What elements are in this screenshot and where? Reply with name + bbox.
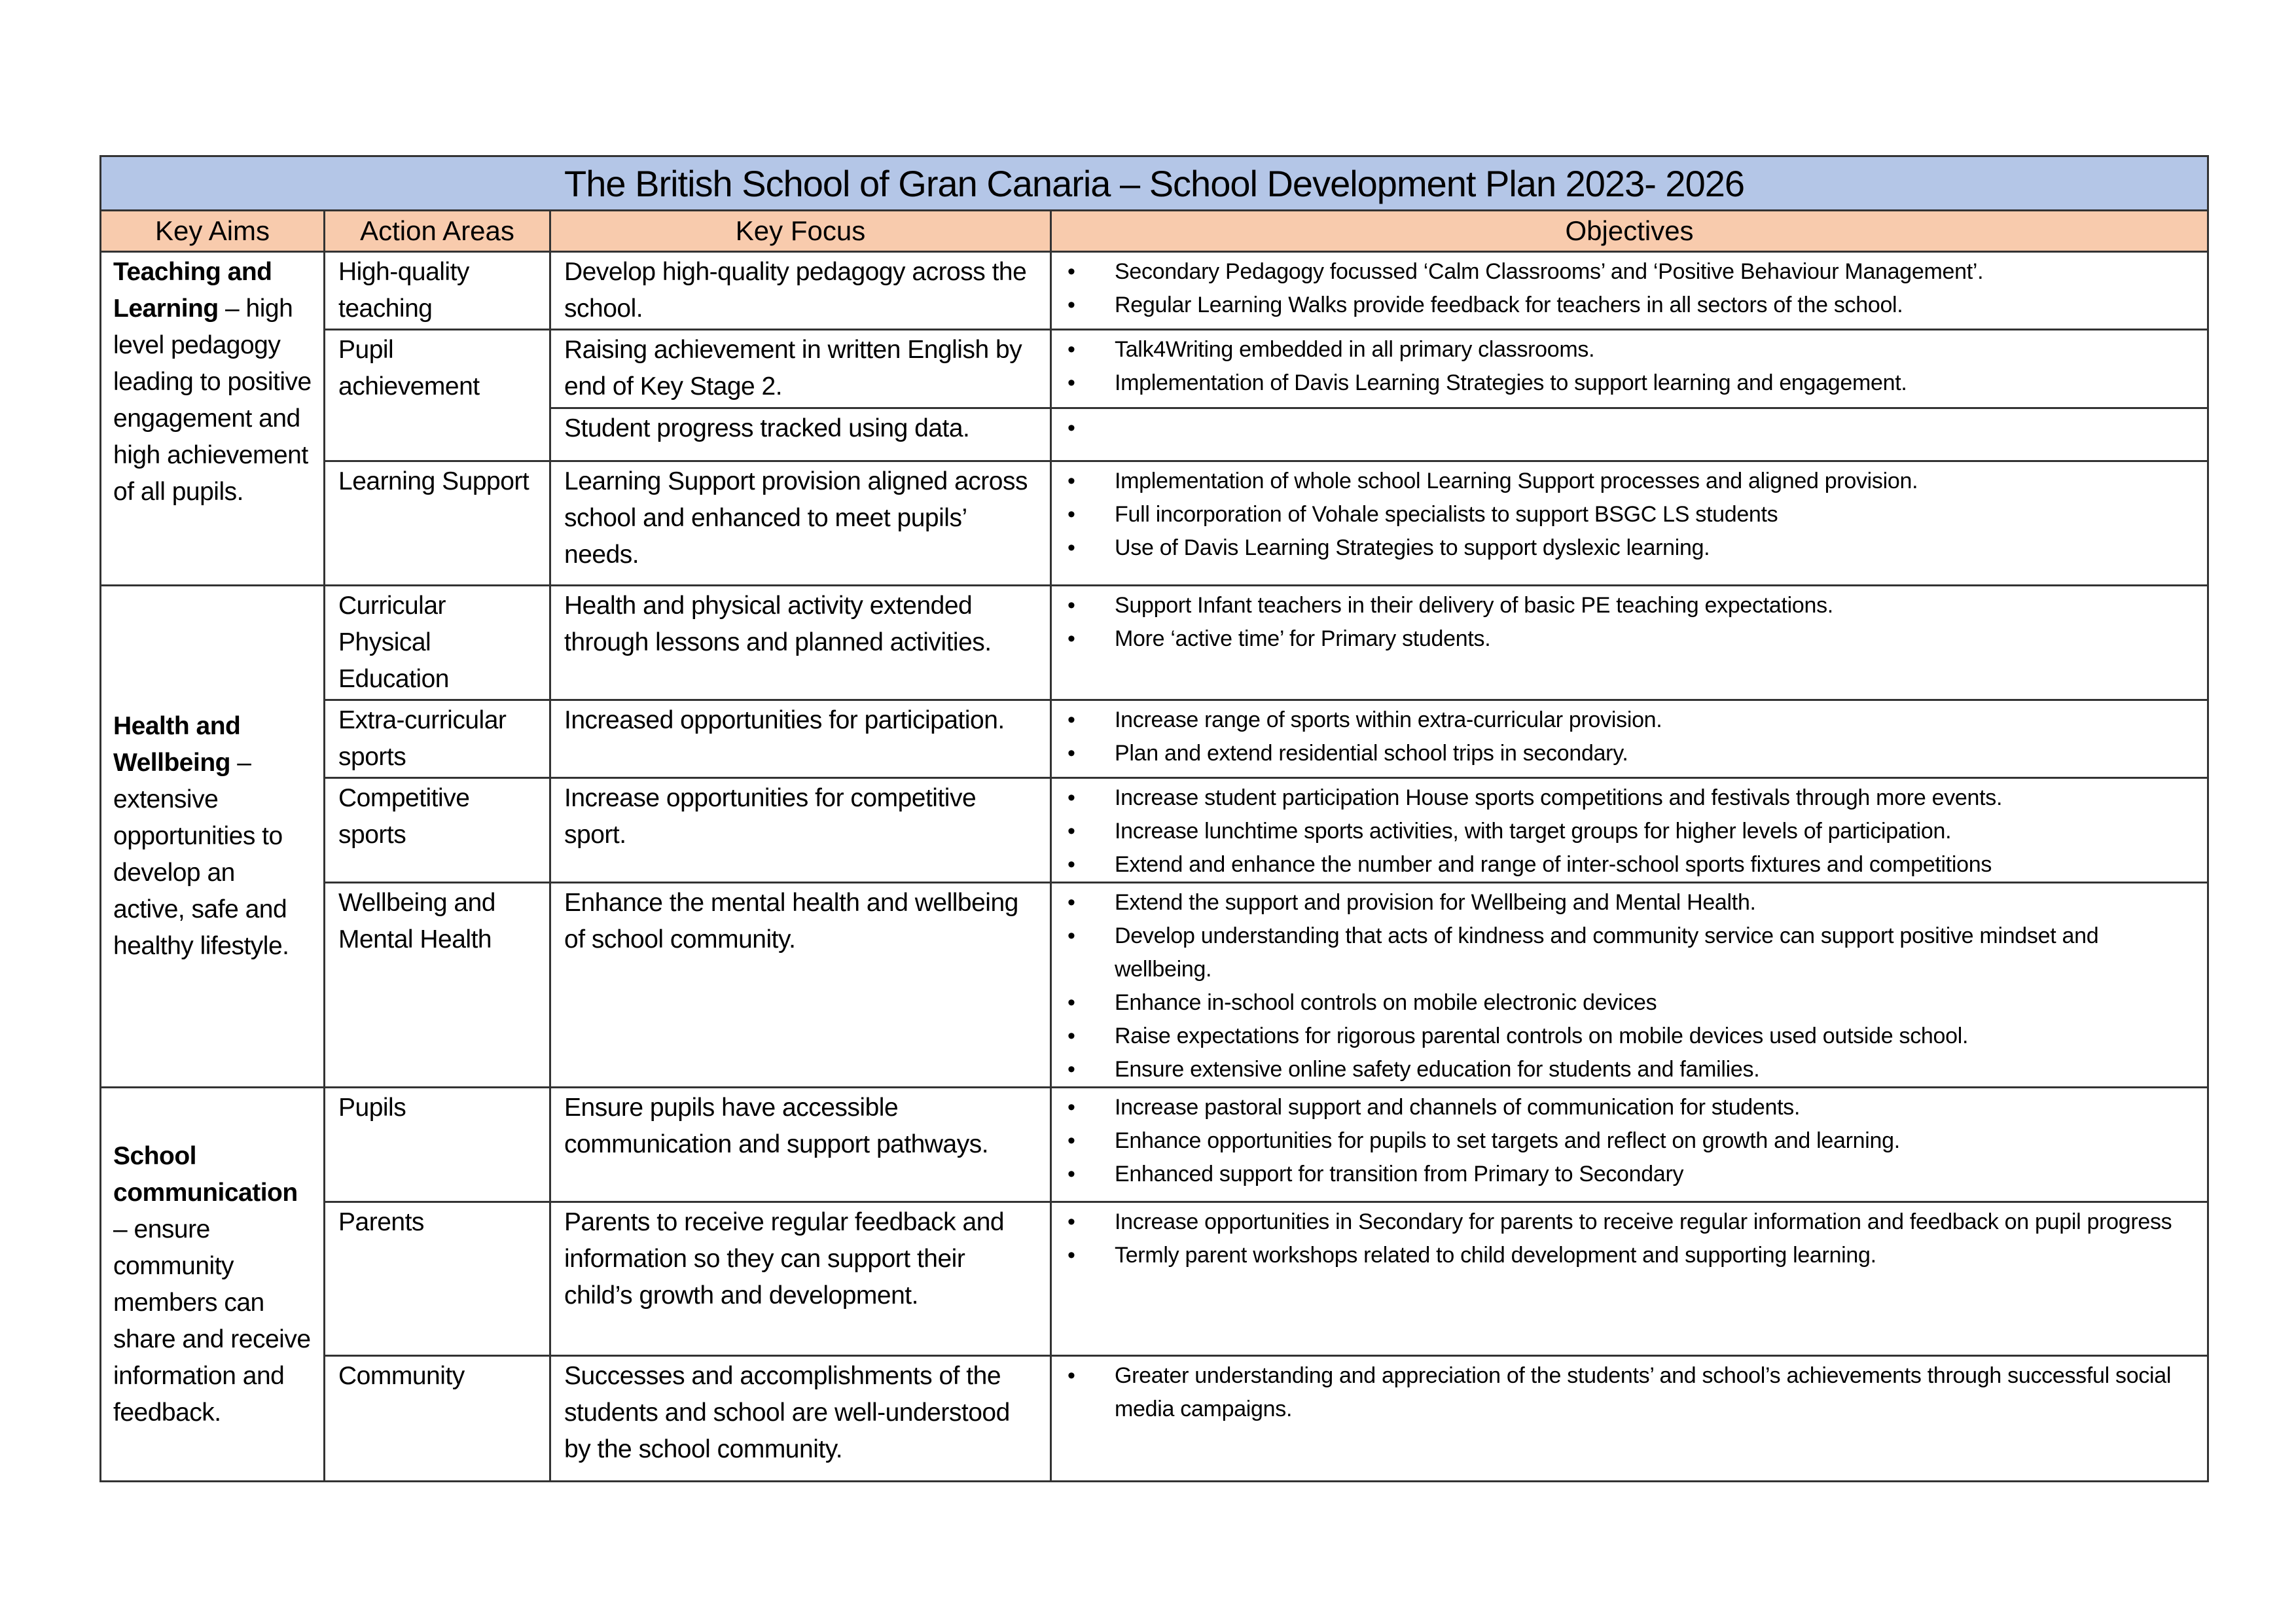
action-area-cell: Learning Support (323, 460, 551, 586)
plan-row: School communication – ensure community … (99, 1086, 2210, 1482)
key-focus-cell: Student progress tracked using data. (549, 407, 1052, 462)
key-focus-cell: Parents to receive regular feedback and … (549, 1201, 1052, 1357)
header-key-focus: Key Focus (549, 209, 1052, 253)
objective-item: Termly parent workshops related to child… (1052, 1239, 2207, 1272)
action-area-cell: Pupil achievement (323, 329, 551, 462)
objective-item: Implementation of Davis Learning Strateg… (1052, 366, 2207, 400)
key-aim-description: – extensive opportunities to develop an … (113, 749, 289, 960)
objectives-cell: Secondary Pedagogy focussed ‘Calm Classr… (1049, 251, 2210, 330)
objective-item: Extend and enhance the number and range … (1052, 848, 2207, 882)
development-plan-table: The British School of Gran Canaria – Sch… (99, 155, 2210, 1482)
objective-item: Extend the support and provision for Wel… (1052, 886, 2207, 919)
action-area-cell: Parents (323, 1201, 551, 1357)
action-area-cell: High-quality teaching (323, 251, 551, 330)
objectives-cell: Implementation of whole school Learning … (1049, 460, 2210, 586)
key-aim-cell: School communication – ensure community … (99, 1086, 325, 1482)
action-area-cell: Wellbeing and Mental Health (323, 882, 551, 1088)
objective-item: Plan and extend residential school trips… (1052, 737, 2207, 770)
plan-row: Pupil achievement Raising achievement in … (101, 329, 2210, 462)
objective-item: Secondary Pedagogy focussed ‘Calm Classr… (1052, 255, 2207, 289)
objective-item: Increase opportunities in Secondary for … (1052, 1205, 2207, 1239)
key-aim-description: – high level pedagogy leading to positiv… (113, 294, 312, 506)
key-aim-cell: Health and Wellbeing – extensive opportu… (99, 584, 325, 1088)
plan-row: Wellbeing and Mental Health Enhance the m… (101, 882, 2210, 1088)
plan-row: Competitive sports Increase opportunities… (101, 777, 2210, 883)
objectives-cell: Support Infant teachers in their deliver… (1049, 584, 2210, 701)
objective-item: Raise expectations for rigorous parental… (1052, 1020, 2207, 1053)
plan-title: The British School of Gran Canaria – Sch… (99, 155, 2210, 211)
key-aim-title: School communication (113, 1141, 298, 1207)
action-area-cell: Extra-curricular sports (323, 699, 551, 779)
plan-row: Parents Parents to receive regular feedba… (101, 1201, 2210, 1357)
key-focus-cell: Ensure pupils have accessible communicat… (549, 1086, 1052, 1203)
key-focus-cell: Increased opportunities for participatio… (549, 699, 1052, 779)
header-key-aims: Key Aims (99, 209, 325, 253)
objectives-cell: Increase range of sports within extra-cu… (1049, 699, 2210, 779)
plan-row: Community Successes and accomplishments o… (101, 1355, 2210, 1482)
objective-item (1052, 412, 2207, 445)
key-aim-title: Health and Wellbeing (113, 712, 241, 777)
objective-item: Greater understanding and appreciation o… (1052, 1359, 2207, 1426)
action-area-cell: Pupils (323, 1086, 551, 1203)
objective-item: Regular Learning Walks provide feedback … (1052, 289, 2207, 322)
key-focus-cell: Health and physical activity extended th… (549, 584, 1052, 701)
objectives-list: Implementation of whole school Learning … (1052, 462, 2207, 565)
objectives-cell: Increase pastoral support and channels o… (1049, 1086, 2210, 1203)
header-action-areas: Action Areas (323, 209, 551, 253)
objectives-list: Talk4Writing embedded in all primary cla… (1052, 330, 2207, 400)
key-focus-cell: Increase opportunities for competitive s… (549, 777, 1052, 883)
key-focus-cell: Develop high-quality pedagogy across the… (549, 251, 1052, 330)
action-area-cell: Competitive sports (323, 777, 551, 883)
key-focus-cell: Successes and accomplishments of the stu… (549, 1355, 1052, 1482)
objective-item: Develop understanding that acts of kindn… (1052, 919, 2207, 986)
objective-item: Enhance in-school controls on mobile ele… (1052, 986, 2207, 1020)
objective-item: Increase student participation House spo… (1052, 781, 2207, 815)
plan-row: Teaching and Learning – high level pedag… (99, 251, 2210, 586)
action-area-cell: Curricular Physical Education (323, 584, 551, 701)
objective-item: Increase range of sports within extra-cu… (1052, 704, 2207, 737)
objectives-cell: Increase student participation House spo… (1049, 777, 2210, 883)
objectives-cell: Talk4Writing embedded in all primary cla… (1049, 329, 2210, 409)
objectives-list (1052, 409, 2207, 445)
objective-item: Ensure extensive online safety education… (1052, 1053, 2207, 1086)
objective-item: Full incorporation of Vohale specialists… (1052, 498, 2207, 531)
key-aim-title: Teaching and Learning (113, 258, 272, 323)
action-area-cell: Community (323, 1355, 551, 1482)
objective-item: More ‘active time’ for Primary students. (1052, 622, 2207, 656)
objective-item: Increase pastoral support and channels o… (1052, 1091, 2207, 1124)
plan-row: Learning Support Learning Support provisi… (101, 460, 2210, 586)
objectives-list: Support Infant teachers in their deliver… (1052, 586, 2207, 656)
objectives-cell: Greater understanding and appreciation o… (1049, 1355, 2210, 1482)
objectives-cell (1049, 407, 2210, 462)
key-focus-cell: Enhance the mental health and wellbeing … (549, 882, 1052, 1088)
key-focus-cell: Learning Support provision aligned acros… (549, 460, 1052, 586)
objectives-cell: Extend the support and provision for Wel… (1049, 882, 2210, 1088)
key-aim-cell: Teaching and Learning – high level pedag… (99, 251, 325, 586)
objective-item: Talk4Writing embedded in all primary cla… (1052, 333, 2207, 366)
objectives-list: Increase student participation House spo… (1052, 779, 2207, 882)
objectives-list: Greater understanding and appreciation o… (1052, 1357, 2207, 1426)
objectives-cell: Increase opportunities in Secondary for … (1049, 1201, 2210, 1357)
header-objectives: Objectives (1049, 209, 2210, 253)
objectives-list: Increase pastoral support and channels o… (1052, 1088, 2207, 1191)
plan-row: Student progress tracked using data. (101, 407, 2210, 462)
objectives-list: Extend the support and provision for Wel… (1052, 883, 2207, 1086)
plan-row: Health and Wellbeing – extensive opportu… (99, 584, 2210, 1088)
objective-item: Increase lunchtime sports activities, wi… (1052, 815, 2207, 848)
key-aim-description: – ensure community members can share and… (113, 1215, 311, 1427)
objective-item: Enhance opportunities for pupils to set … (1052, 1124, 2207, 1158)
plan-row: Extra-curricular sports Increased opportu… (101, 699, 2210, 779)
objective-item: Implementation of whole school Learning … (1052, 465, 2207, 498)
objectives-list: Increase opportunities in Secondary for … (1052, 1203, 2207, 1272)
key-focus-cell: Raising achievement in written English b… (549, 329, 1052, 409)
objectives-list: Increase range of sports within extra-cu… (1052, 701, 2207, 770)
objective-item: Enhanced support for transition from Pri… (1052, 1158, 2207, 1191)
objectives-list: Secondary Pedagogy focussed ‘Calm Classr… (1052, 253, 2207, 322)
objective-item: Use of Davis Learning Strategies to supp… (1052, 531, 2207, 565)
objective-item: Support Infant teachers in their deliver… (1052, 589, 2207, 622)
